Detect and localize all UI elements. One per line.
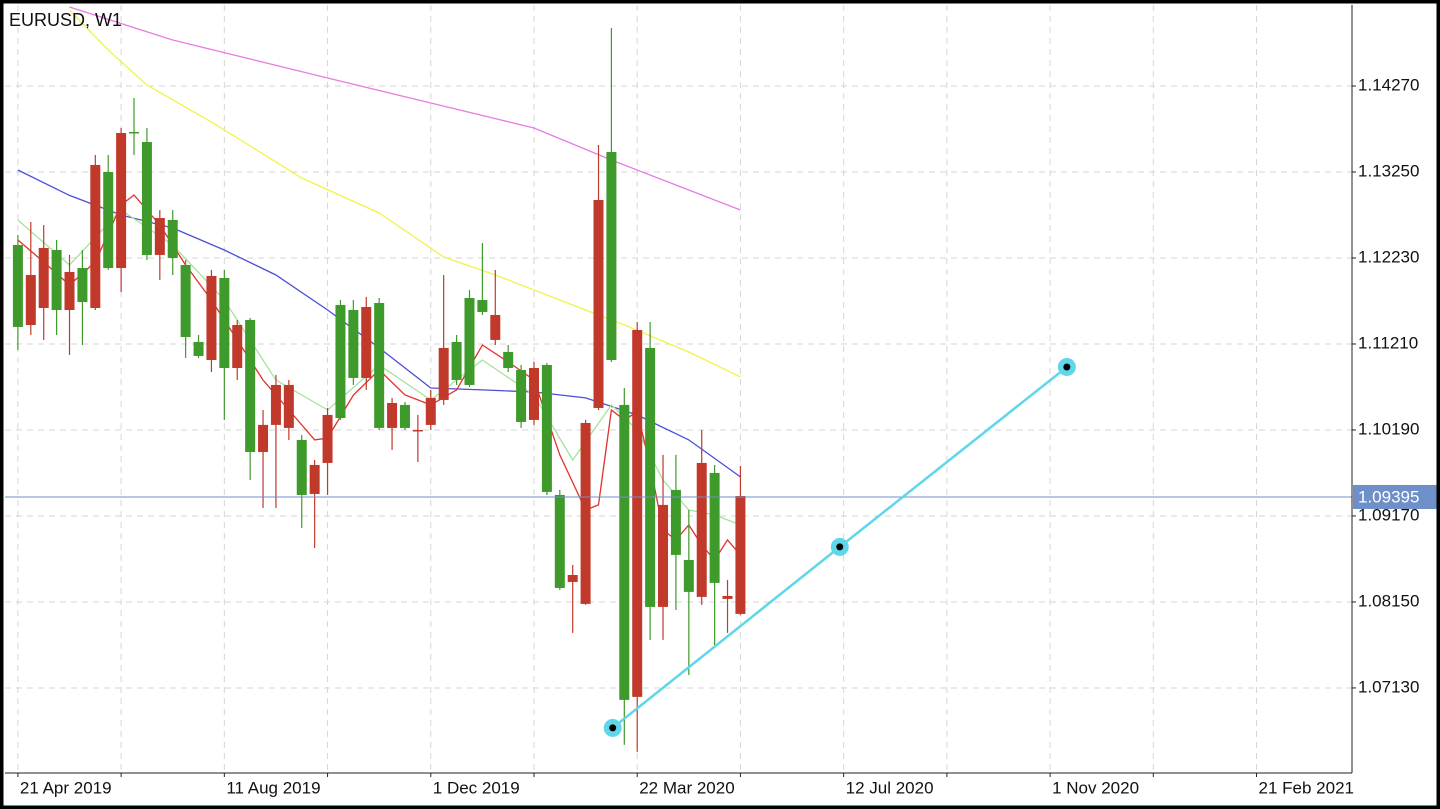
candle-body	[696, 462, 707, 597]
candle-body	[245, 319, 256, 452]
candle-body	[77, 268, 88, 302]
candle-body	[412, 429, 423, 432]
candle-body	[335, 304, 346, 419]
candle-body	[541, 364, 552, 492]
candle-body	[258, 424, 269, 452]
x-tick-label: 11 Aug 2019	[226, 778, 320, 797]
candle-body	[516, 369, 527, 422]
candle-body	[296, 439, 307, 495]
candle-body	[103, 172, 114, 269]
moving-average	[69, 9, 741, 378]
moving-average	[69, 6, 741, 211]
candle-body	[683, 559, 694, 592]
x-tick-label: 1 Nov 2020	[1052, 778, 1139, 797]
candle-body	[451, 341, 462, 380]
candle-body	[606, 152, 617, 360]
candle-body	[206, 275, 217, 360]
candle-body	[709, 472, 720, 583]
candle-body	[580, 422, 591, 604]
candle-body	[64, 271, 75, 311]
last-price-label: 1.09395	[1358, 487, 1419, 506]
candle-body	[283, 384, 294, 428]
candle-body	[735, 495, 746, 614]
candle-body	[116, 132, 127, 269]
candle-body	[167, 219, 178, 258]
candle-body	[722, 595, 733, 599]
candle-body	[90, 165, 101, 308]
trendline-handle-dot	[609, 724, 617, 732]
chart-title: EURUSD, W1	[9, 10, 122, 30]
y-tick-label: 1.09170	[1358, 505, 1419, 524]
candle-body	[593, 199, 604, 408]
candle-body	[361, 306, 372, 378]
candle-body	[567, 574, 578, 582]
x-tick-label: 12 Jul 2020	[846, 778, 934, 797]
candle-body	[309, 464, 320, 494]
candle-body	[141, 141, 152, 255]
y-tick-label: 1.12230	[1358, 247, 1419, 266]
candles	[12, 28, 746, 752]
candle-body	[490, 314, 501, 340]
candle-body	[193, 341, 204, 356]
candle-body	[619, 404, 630, 700]
x-tick-label: 1 Dec 2019	[433, 778, 520, 797]
candle-body	[25, 275, 36, 326]
candle-body	[670, 489, 681, 555]
x-tick-label: 22 Mar 2020	[639, 778, 734, 797]
candle-body	[51, 249, 62, 311]
candle-body	[554, 494, 565, 588]
candle-body	[464, 297, 475, 385]
candle-body	[219, 277, 230, 369]
candle-body	[348, 310, 359, 378]
candle-body	[374, 303, 385, 428]
candle-body	[645, 347, 656, 607]
y-tick-label: 1.11210	[1358, 333, 1418, 352]
y-tick-label: 1.14270	[1358, 75, 1419, 94]
y-tick-label: 1.07130	[1358, 677, 1419, 696]
last-price-tag	[1353, 484, 1439, 509]
trendline-handle-dot	[1063, 363, 1071, 371]
candle-body	[528, 368, 539, 420]
candle-body	[232, 325, 243, 369]
trendline-handle-dot	[836, 543, 844, 551]
candle-body	[387, 402, 398, 428]
candle-body	[129, 131, 140, 134]
candle-body	[322, 414, 333, 463]
candle-body	[399, 404, 410, 428]
candle-body	[477, 299, 488, 312]
candle-body	[38, 247, 49, 308]
candle-body	[503, 351, 514, 369]
y-tick-label: 1.08150	[1358, 591, 1419, 610]
y-tick-label: 1.13250	[1358, 161, 1419, 180]
x-tick-label: 21 Apr 2019	[20, 778, 112, 797]
candle-body	[438, 347, 449, 400]
candle-body	[180, 264, 191, 337]
candle-body	[12, 245, 23, 327]
x-tick-label: 21 Feb 2021	[1259, 778, 1354, 797]
overlays: 1.14270 1.13250 1.12230 1.11210 1.10190 1.091…	[5, 75, 1439, 797]
candle-body	[154, 218, 165, 255]
candle-body	[270, 384, 281, 425]
candle-body	[425, 397, 436, 425]
candle-body	[632, 329, 643, 697]
candle-body	[658, 504, 669, 607]
y-tick-label: 1.10190	[1358, 419, 1419, 438]
